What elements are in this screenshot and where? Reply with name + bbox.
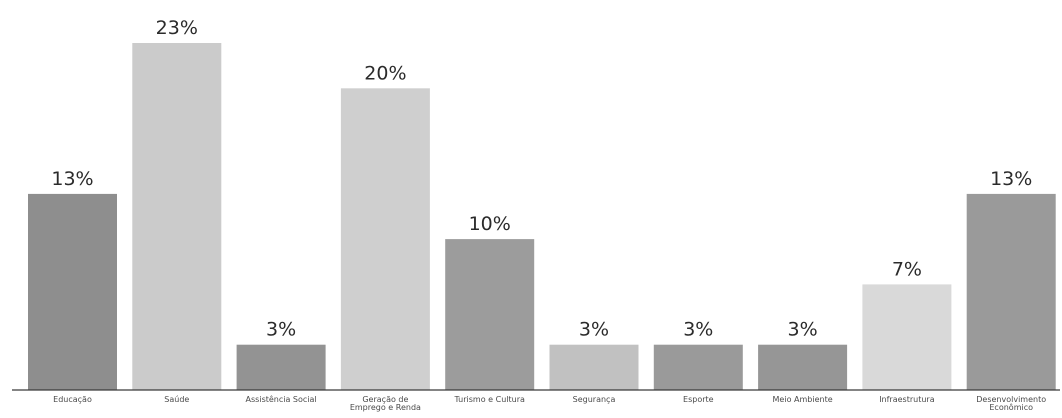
category-label: Assistência Social [246, 394, 317, 404]
category-label: Turismo e Cultura [453, 395, 524, 404]
category-label-line: Infraestrutura [879, 395, 935, 404]
value-label: 13% [51, 168, 93, 190]
bar [549, 344, 639, 390]
category-label-line: Econômico [989, 402, 1033, 412]
category-label: Saúde [164, 395, 189, 404]
category-label-line: Educação [53, 395, 92, 404]
bar [28, 193, 117, 390]
category-label-line: Emprego e Renda [350, 403, 421, 412]
bar [445, 239, 535, 390]
value-label: 10% [469, 213, 511, 235]
category-labels-group: Educação Saúde Assistência Social Geração d… [53, 394, 1046, 412]
bars-group [28, 43, 1056, 391]
value-labels-group: 13% 23% 3% 20% 10% 3% 3% 3% 7% 13% [51, 17, 1032, 341]
category-label: Segurança [573, 395, 616, 404]
value-label: 3% [683, 319, 713, 341]
bar [862, 284, 952, 390]
category-label-line: Geração de [362, 395, 408, 404]
bar [236, 344, 326, 390]
category-label: Meio Ambiente [773, 395, 833, 404]
category-label: Geração de Emprego e Renda [350, 395, 421, 412]
value-label: 3% [579, 319, 609, 341]
category-label: Desenvolvimento Econômico [976, 395, 1046, 412]
value-label: 13% [990, 168, 1032, 190]
category-label-line: Turismo e Cultura [453, 395, 524, 404]
value-label: 3% [788, 319, 818, 341]
value-label: 3% [266, 319, 296, 341]
bar [653, 344, 743, 390]
category-label-line: Esporte [683, 395, 714, 404]
bar [132, 43, 222, 390]
value-label: 20% [364, 62, 406, 84]
bar [966, 193, 1056, 390]
value-label: 7% [892, 258, 922, 280]
category-label: Educação [53, 395, 92, 404]
category-label-line: Segurança [573, 395, 616, 404]
category-label: Infraestrutura [879, 395, 935, 404]
value-label: 23% [156, 17, 198, 39]
category-label-line: Saúde [164, 395, 189, 404]
category-label-line: Meio Ambiente [773, 395, 833, 404]
bar [758, 344, 848, 390]
bar [340, 88, 430, 391]
category-label-line: Assistência Social [246, 394, 317, 404]
category-label: Esporte [683, 395, 714, 404]
category-label-line: Desenvolvimento [976, 395, 1046, 404]
